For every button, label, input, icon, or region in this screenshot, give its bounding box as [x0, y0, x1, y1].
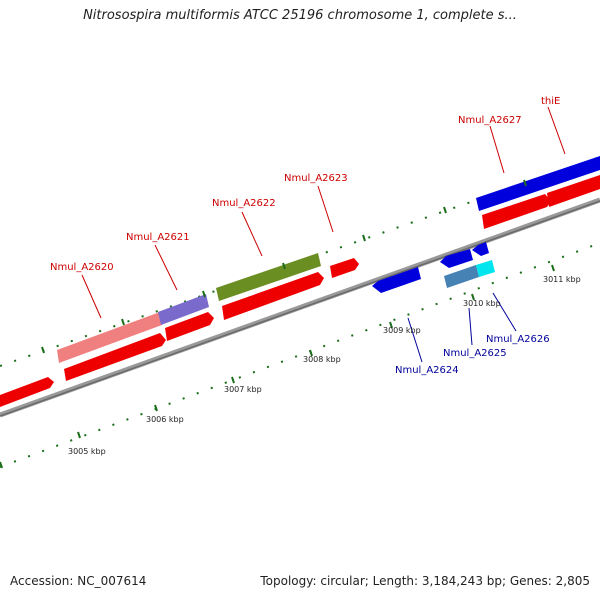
gene-label-Nmul_A2621[interactable]: Nmul_A2621 [126, 232, 190, 243]
gene-arrow-thiE[interactable] [547, 175, 600, 207]
gene-labels: Nmul_A2620 Nmul_A2621 Nmul_A2622 Nmul_A2… [50, 96, 560, 376]
gene-label-Nmul_A2622[interactable]: Nmul_A2622 [212, 198, 276, 209]
gene-block-Nmul_A2621[interactable] [158, 294, 209, 325]
scale-major-ticks [0, 179, 555, 469]
scale-tick-labels: 3005 kbp 3006 kbp 3007 kbp 3008 kbp 3009… [68, 275, 581, 456]
gene-arrow[interactable] [222, 272, 324, 320]
tick-label-3005: 3005 kbp [68, 447, 106, 456]
gene-arrow[interactable] [440, 249, 473, 268]
tick-label-3009: 3009 kbp [383, 326, 421, 335]
gene-arrow[interactable] [165, 312, 214, 341]
gene-label-Nmul_A2623[interactable]: Nmul_A2623 [284, 173, 348, 184]
gene-label-Nmul_A2624[interactable]: Nmul_A2624 [395, 365, 459, 376]
chromosome-backbone [0, 197, 600, 418]
gene-arrow[interactable] [482, 194, 551, 229]
map-title: Nitrosospira multiformis ATCC 25196 chro… [83, 8, 517, 23]
gene-block-Nmul_A2627[interactable] [476, 156, 600, 211]
gene-label-thiE[interactable]: thiE [541, 96, 560, 107]
gene-features[interactable] [0, 156, 600, 407]
accession-text: Accession: NC_007614 [10, 574, 147, 588]
gene-arrow[interactable] [472, 242, 489, 256]
lower-tick-track [0, 242, 600, 468]
upper-tick-track [0, 156, 600, 367]
tick-label-3010: 3010 kbp [463, 299, 501, 308]
gene-arrow[interactable] [330, 258, 359, 278]
gene-arrow[interactable] [0, 377, 54, 407]
gene-block-Nmul_A2622[interactable] [216, 253, 321, 301]
gene-arrow[interactable] [372, 267, 421, 293]
gene-label-Nmul_A2620[interactable]: Nmul_A2620 [50, 262, 114, 273]
tick-label-3006: 3006 kbp [146, 415, 184, 424]
tick-label-3008: 3008 kbp [303, 355, 341, 364]
tick-label-3011: 3011 kbp [543, 275, 581, 284]
label-leaders [81, 106, 566, 363]
gene-arrow[interactable] [64, 333, 166, 381]
tick-label-3007: 3007 kbp [224, 385, 262, 394]
gene-label-Nmul_A2625[interactable]: Nmul_A2625 [443, 348, 507, 359]
gene-label-Nmul_A2626[interactable]: Nmul_A2626 [486, 334, 550, 345]
gene-block-Nmul_A2625[interactable] [444, 265, 479, 288]
genome-summary-text: Topology: circular; Length: 3,184,243 bp… [260, 574, 590, 588]
gene-label-Nmul_A2627[interactable]: Nmul_A2627 [458, 115, 522, 126]
gene-block-Nmul_A2620[interactable] [57, 312, 162, 363]
gene-block-Nmul_A2626[interactable] [476, 260, 495, 277]
